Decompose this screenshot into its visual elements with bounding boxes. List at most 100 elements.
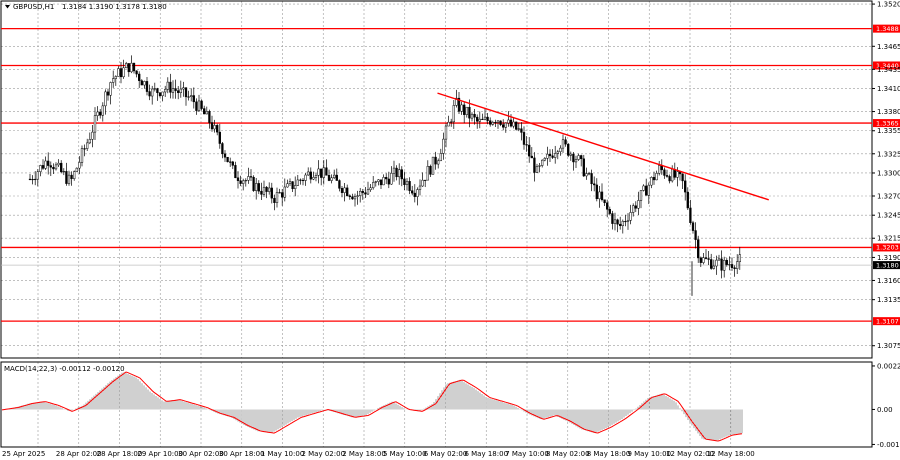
- candle-body: [634, 205, 637, 209]
- price-tick-1-3215: 1.3215: [877, 235, 900, 243]
- candle-body: [203, 108, 206, 115]
- candle-body: [260, 190, 263, 195]
- candle-body: [481, 118, 484, 121]
- macd-tick-0-00: 0.00: [877, 406, 893, 414]
- candle-body: [273, 197, 276, 203]
- candle-body: [582, 158, 585, 177]
- candle-body: [330, 177, 333, 181]
- candle-body: [57, 162, 60, 166]
- candle-body: [548, 153, 552, 157]
- support-resistance-levels: 1.3488 1.3440 1.3365 1.3203 1.3107 1.3180: [1, 24, 900, 325]
- candle-body: [286, 183, 289, 188]
- candle-body: [556, 151, 559, 154]
- candle-body: [444, 125, 448, 140]
- candle-body: [338, 180, 341, 189]
- price-tick-1-3325: 1.3325: [877, 150, 900, 158]
- candle-body: [460, 104, 463, 112]
- candle-body: [169, 81, 172, 93]
- candle-body: [314, 175, 318, 178]
- candle-body: [606, 202, 609, 210]
- candle-body: [78, 162, 81, 169]
- level-label-box-1-3203: [873, 243, 900, 252]
- candle-body: [465, 106, 468, 115]
- candle-body: [538, 165, 541, 167]
- candle-body: [148, 91, 151, 97]
- candle-body: [665, 175, 669, 177]
- candle-body: [418, 185, 422, 190]
- candle-body: [327, 175, 331, 181]
- candle-body: [515, 121, 518, 130]
- candle-body: [270, 187, 273, 199]
- candle-body: [392, 167, 396, 174]
- candle-body: [468, 106, 471, 119]
- current-price-label: 1.3180: [876, 261, 899, 269]
- candle-body: [47, 160, 50, 166]
- candle-body: [112, 78, 115, 83]
- candle-body: [702, 257, 705, 263]
- candle-body: [387, 178, 390, 185]
- candle-body: [52, 166, 55, 170]
- candle-body: [145, 81, 149, 92]
- macd-series: [1, 371, 743, 442]
- candle-body: [390, 172, 393, 185]
- candle-body: [320, 168, 323, 178]
- candle-body: [242, 180, 245, 184]
- candle-body: [580, 155, 583, 160]
- candle-body: [93, 115, 97, 133]
- candle-body: [522, 132, 526, 145]
- candle-body: [496, 120, 500, 123]
- candle-body: [528, 144, 531, 157]
- candle-body: [83, 148, 86, 150]
- level-label-1-3107: 1.3107: [876, 317, 899, 325]
- time-tick-12-may-18-00: 12 May 18:00: [707, 450, 755, 458]
- candle-body: [730, 264, 734, 268]
- candle-body: [725, 260, 728, 265]
- candle-body: [67, 174, 71, 184]
- candle-body: [398, 169, 401, 178]
- candle-body: [195, 101, 198, 111]
- candle-body: [80, 148, 84, 163]
- candle-body: [288, 181, 292, 184]
- candle-body: [512, 121, 515, 127]
- symbol-header[interactable]: GBPUSD,H1 1.3184 1.3190 1.3178 1.3180: [5, 3, 167, 11]
- candle-body: [439, 153, 442, 162]
- time-tick-2-may-02-00: 2 May 02:00: [301, 450, 345, 458]
- price-axis[interactable]: 1.35201.34651.34351.34101.33801.33551.33…: [872, 1, 900, 351]
- candle-body: [114, 76, 117, 79]
- candle-body: [502, 124, 505, 128]
- candle-body: [426, 166, 429, 181]
- dropdown-arrow-icon[interactable]: [5, 5, 10, 9]
- candle-body: [559, 147, 562, 153]
- candle-body: [587, 173, 591, 175]
- candle-body: [343, 187, 346, 193]
- candle-body: [411, 190, 414, 194]
- candle-body: [351, 196, 354, 200]
- price-tick-1-3465: 1.3465: [877, 43, 900, 51]
- candle-body: [429, 166, 432, 175]
- candle-body: [681, 173, 684, 182]
- candle-body: [262, 186, 266, 195]
- candle-body: [335, 174, 338, 181]
- candle-body: [671, 169, 674, 182]
- candle-body: [637, 200, 640, 209]
- candle-body: [281, 192, 284, 198]
- candle-body: [673, 169, 676, 178]
- candle-body: [158, 92, 162, 97]
- candle-body: [359, 191, 362, 196]
- downtrend-line[interactable]: [437, 92, 769, 201]
- candle-body: [361, 191, 364, 193]
- candle-body: [720, 258, 723, 271]
- time-tick-28-apr-18-00: 28 Apr 18:00: [97, 450, 143, 458]
- candle-body: [140, 80, 143, 86]
- candle-body: [535, 166, 539, 173]
- candle-body: [122, 67, 125, 78]
- candle-body: [109, 82, 112, 96]
- candle-body: [184, 87, 188, 98]
- candle-body: [143, 81, 146, 86]
- candle-body: [590, 173, 593, 185]
- candle-body: [645, 185, 648, 196]
- time-tick-30-apr-18-00: 30 Apr 18:00: [219, 450, 265, 458]
- candle-body: [187, 96, 190, 98]
- candle-body: [533, 157, 536, 173]
